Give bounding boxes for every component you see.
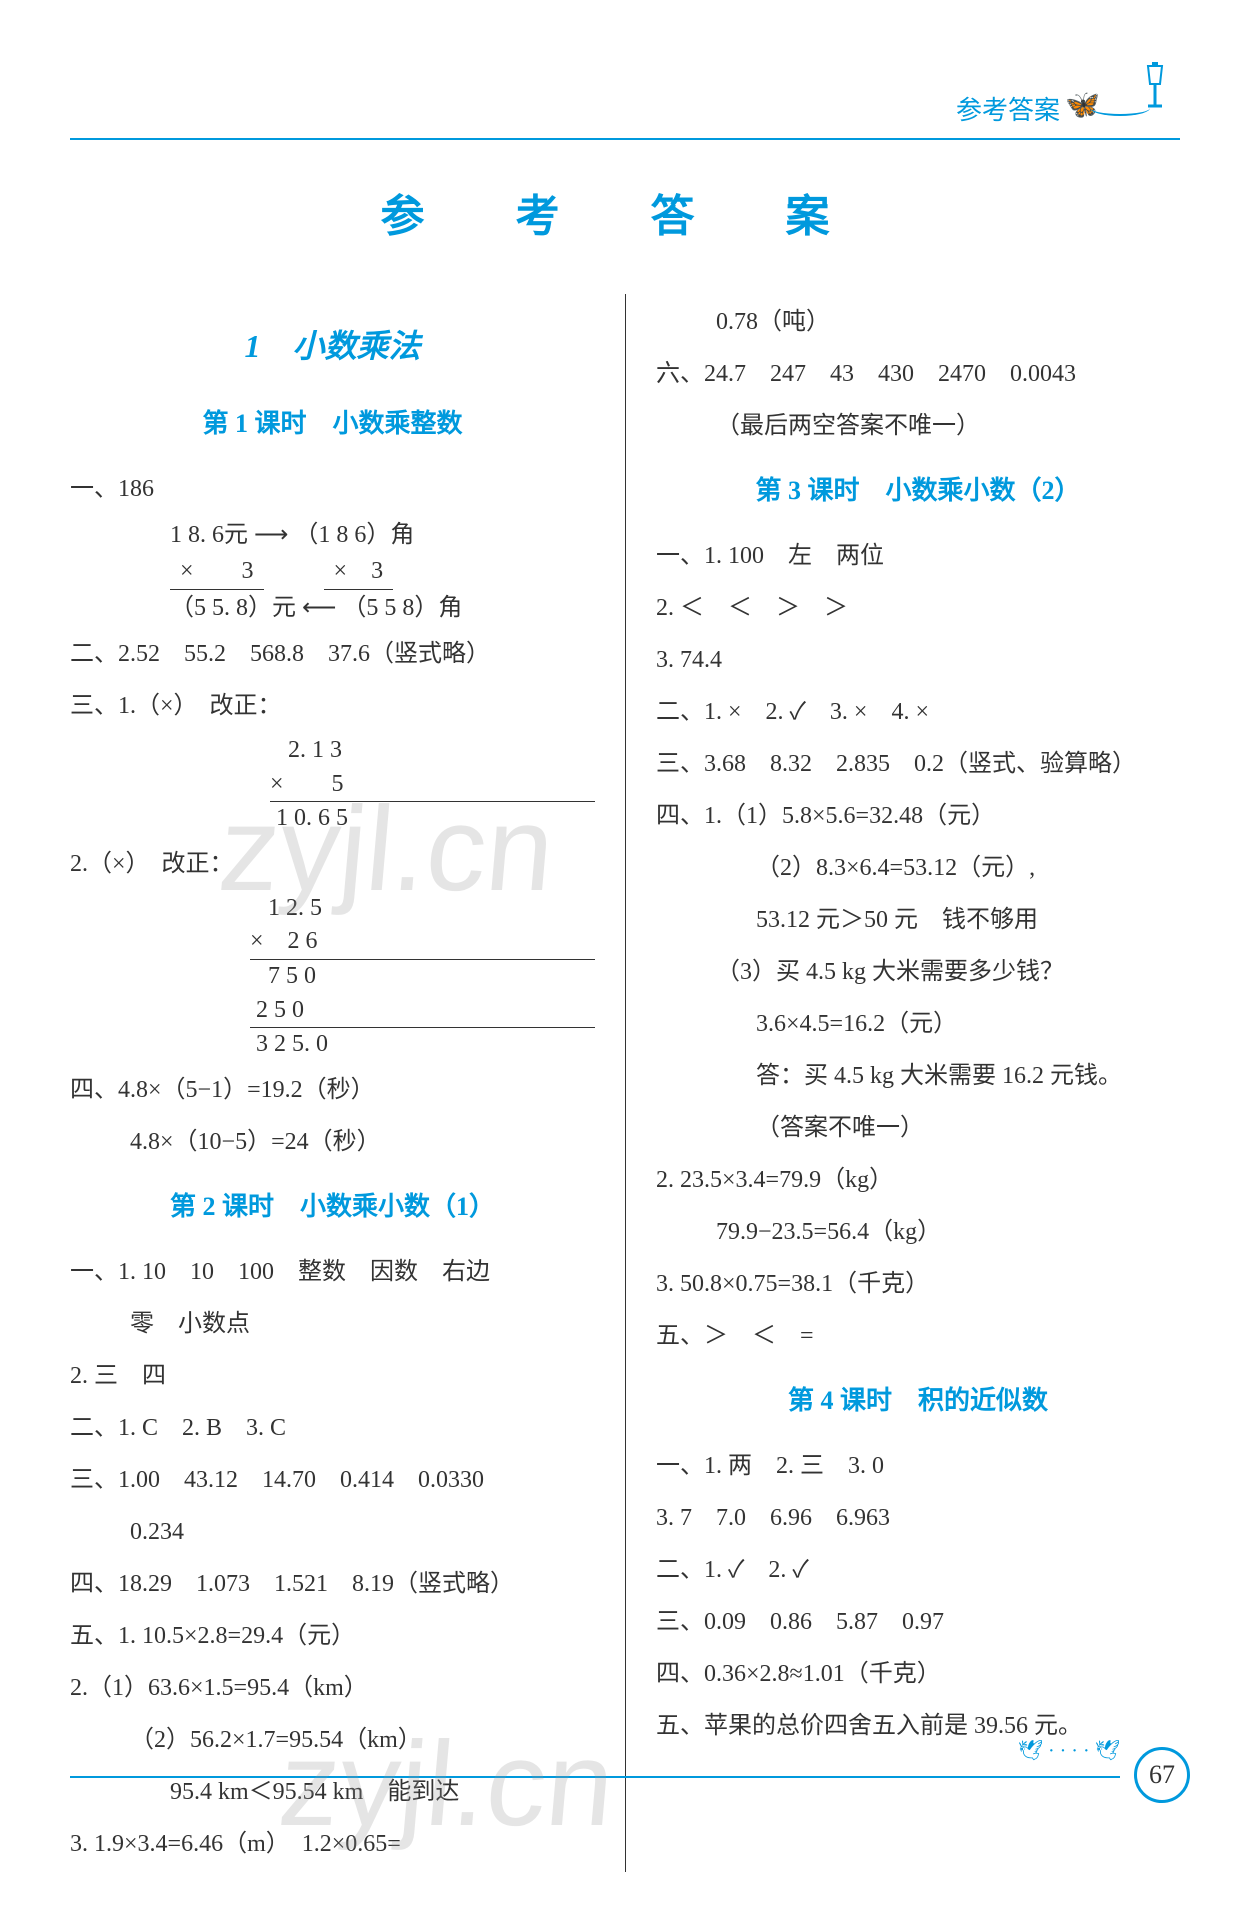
- answer-text: 二、1. C 2. B 3. C: [70, 1404, 595, 1452]
- answer-text: （3）买 4.5 kg 大米需要多少钱？: [656, 948, 1180, 996]
- answer-text: 2. 三 四: [70, 1352, 595, 1400]
- answer-text: （2）8.3×6.4=53.12（元）,: [656, 844, 1180, 892]
- answer-text: （答案不唯一）: [656, 1104, 1180, 1152]
- footer-rule: [70, 1776, 1120, 1778]
- answer-text: 三、1.00 43.12 14.70 0.414 0.0330: [70, 1456, 595, 1504]
- answer-text: 2. 23.5×3.4=79.9（kg）: [656, 1156, 1180, 1204]
- lesson4-title: 第 4 课时 积的近似数: [656, 1375, 1180, 1427]
- lesson1-title: 第 1 课时 小数乘整数: [70, 398, 595, 450]
- answer-text: 五、1. 10.5×2.8=29.4（元）: [70, 1612, 595, 1660]
- calc-row: × 2 6: [250, 925, 595, 960]
- header: 参考答案 🦋: [70, 40, 1180, 140]
- answer-text: 一、1. 100 左 两位: [656, 532, 1180, 580]
- answer-text: 六、24.7 247 43 430 2470 0.0043: [656, 350, 1180, 398]
- calc-row: 2 5 0: [250, 994, 595, 1029]
- answer-text: 二、1. ✓ 2. ✓: [656, 1546, 1180, 1594]
- answer-text: 2.（1）63.6×1.5=95.4（km）: [70, 1664, 595, 1712]
- lesson3-title: 第 3 课时 小数乘小数（2）: [656, 465, 1180, 517]
- answer-text: 2. ＜ ＜ ＞ ＞: [656, 584, 1180, 632]
- answer-text: 3. 1.9×3.4=6.46（m） 1.2×0.65=: [70, 1820, 595, 1868]
- answer-text: 二、2.52 55.2 568.8 37.6（竖式略）: [70, 630, 595, 678]
- answer-text: 3. 74.4: [656, 636, 1180, 684]
- answer-text: 答：买 4.5 kg 大米需要 16.2 元钱。: [656, 1052, 1180, 1100]
- answer-text: 四、0.36×2.8≈1.01（千克）: [656, 1650, 1180, 1698]
- lesson2-title: 第 2 课时 小数乘小数（1）: [70, 1181, 595, 1233]
- answer-text: 二、1. × 2. ✓ 3. × 4. ×: [656, 688, 1180, 736]
- calc-row: 2. 1 3: [270, 734, 595, 768]
- left-column: 1 小数乘法 第 1 课时 小数乘整数 一、186 1 8. 6元 ⟶ （1 8…: [70, 294, 625, 1872]
- answer-text: 4.8×（10−5）=24（秒）: [70, 1118, 595, 1166]
- calc-row: × 3: [170, 553, 264, 590]
- calc-block: 1 8. 6元 ⟶ （1 8 6）角 × 3 × 3 （5 5. 8）元 ⟵ （…: [170, 517, 595, 626]
- text: 一、186: [70, 476, 154, 502]
- bird-icon: 🕊 · · · · 🕊: [1018, 1738, 1120, 1763]
- page-number: 67: [1134, 1747, 1190, 1803]
- calc-block: 2. 1 3 × 5 1 0. 6 5: [270, 734, 595, 836]
- answer-text: 四、4.8×（5−1）=19.2（秒）: [70, 1066, 595, 1114]
- calc-row: 1 8. 6元 ⟶ （1 8 6）角: [170, 517, 595, 553]
- answer-text: 79.9−23.5=56.4（kg）: [656, 1208, 1180, 1256]
- calc-row: 1 2. 5: [250, 892, 595, 926]
- right-column: 0.78（吨） 六、24.7 247 43 430 2470 0.0043 （最…: [625, 294, 1180, 1872]
- answer-text: 三、0.09 0.86 5.87 0.97: [656, 1598, 1180, 1646]
- answer-text: 零 小数点: [70, 1300, 595, 1348]
- header-label: 参考答案: [956, 90, 1060, 127]
- answer-text: 四、1.（1）5.8×5.6=32.48（元）: [656, 792, 1180, 840]
- content-columns: 1 小数乘法 第 1 课时 小数乘整数 一、186 1 8. 6元 ⟶ （1 8…: [70, 294, 1180, 1872]
- calc-row: （5 5. 8）元 ⟵ （5 5 8）角: [170, 590, 595, 626]
- lamp-icon: [1140, 60, 1170, 121]
- answer-text: 0.78（吨）: [656, 298, 1180, 346]
- answer-text: 一、186: [70, 465, 595, 513]
- page-container: 参考答案 🦋 参 考 答 案 1 小数乘法 第 1 课时 小数乘整数 一、186…: [0, 0, 1250, 1912]
- page-title: 参 考 答 案: [70, 180, 1180, 244]
- answer-text: 三、1.（×） 改正：: [70, 682, 595, 730]
- calc-row: × 5: [270, 768, 595, 803]
- calc-block: 1 2. 5 × 2 6 7 5 0 2 5 0 3 2 5. 0: [250, 892, 595, 1062]
- answer-text: （最后两空答案不唯一）: [656, 402, 1180, 450]
- answer-text: 95.4 km＜95.54 km 能到达: [70, 1768, 595, 1816]
- calc-row: × 3: [324, 553, 394, 590]
- calc-row: 7 5 0: [250, 960, 595, 994]
- answer-text: （2）56.2×1.7=95.54（km）: [70, 1716, 595, 1764]
- answer-text: 53.12 元＞50 元 钱不够用: [656, 896, 1180, 944]
- answer-text: 0.234: [70, 1508, 595, 1556]
- answer-text: 五、＞ ＜ =: [656, 1312, 1180, 1360]
- answer-text: 3. 50.8×0.75=38.1（千克）: [656, 1260, 1180, 1308]
- answer-text: 2.（×） 改正：: [70, 840, 595, 888]
- answer-text: 四、18.29 1.073 1.521 8.19（竖式略）: [70, 1560, 595, 1608]
- answer-text: 一、1. 10 10 100 整数 因数 右边: [70, 1248, 595, 1296]
- calc-row: 1 0. 6 5: [270, 802, 595, 836]
- answer-text: 3. 7 7.0 6.96 6.963: [656, 1494, 1180, 1542]
- answer-text: 3.6×4.5=16.2（元）: [656, 1000, 1180, 1048]
- chapter-title: 1 小数乘法: [70, 314, 595, 378]
- calc-row: 3 2 5. 0: [250, 1028, 595, 1062]
- answer-text: 一、1. 两 2. 三 3. 0: [656, 1442, 1180, 1490]
- answer-text: 三、3.68 8.32 2.835 0.2（竖式、验算略）: [656, 740, 1180, 788]
